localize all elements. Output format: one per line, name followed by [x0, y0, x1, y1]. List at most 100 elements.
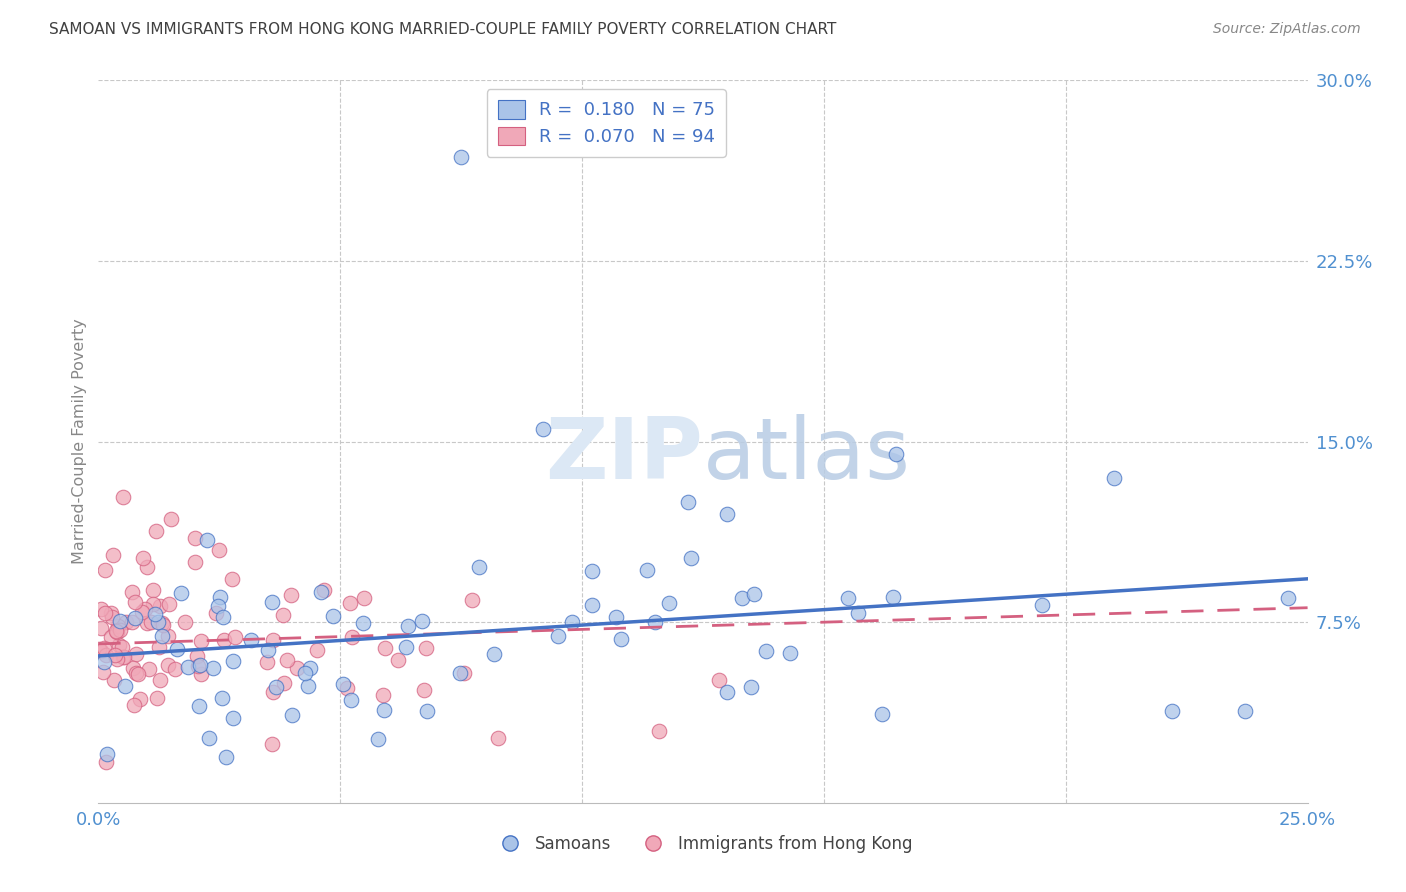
Point: [139, 615, 162, 629]
Point: [112, 649, 135, 664]
Point: [336, 681, 359, 695]
Point: [91, 665, 114, 679]
Point: [742, 587, 765, 601]
Point: [124, 611, 146, 625]
Point: [208, 542, 231, 557]
Point: [257, 643, 280, 657]
Point: [114, 679, 136, 693]
Point: [395, 640, 418, 654]
Point: [273, 675, 295, 690]
Point: [96, 747, 118, 761]
Point: [214, 632, 236, 647]
Point: [157, 657, 180, 672]
Point: [190, 633, 212, 648]
Point: [221, 654, 243, 668]
Point: [285, 661, 308, 675]
Point: [371, 688, 394, 702]
Point: [373, 703, 395, 717]
Point: [90, 621, 112, 635]
Point: [197, 731, 219, 745]
Text: Source: ZipAtlas.com: Source: ZipAtlas.com: [1213, 22, 1361, 37]
Text: SAMOAN VS IMMIGRANTS FROM HONG KONG MARRIED-COUPLE FAMILY POVERTY CORRELATION CH: SAMOAN VS IMMIGRANTS FROM HONG KONG MARR…: [49, 22, 837, 37]
Point: [561, 615, 583, 630]
Point: [886, 446, 908, 460]
Point: [460, 592, 482, 607]
Point: [101, 610, 124, 624]
Point: [415, 704, 437, 718]
Point: [211, 690, 233, 705]
Point: [105, 624, 128, 639]
Point: [1031, 599, 1053, 613]
Point: [135, 616, 157, 631]
Point: [94, 648, 117, 662]
Point: [208, 591, 231, 605]
Point: [846, 606, 869, 620]
Point: [262, 737, 284, 751]
Point: [90, 601, 112, 615]
Point: [124, 594, 146, 608]
Point: [150, 629, 173, 643]
Point: [131, 551, 153, 566]
Point: [207, 599, 229, 614]
Point: [352, 616, 374, 631]
Point: [239, 633, 262, 648]
Point: [221, 710, 243, 724]
Point: [93, 656, 115, 670]
Point: [195, 533, 218, 547]
Point: [186, 649, 208, 664]
Point: [1161, 704, 1184, 718]
Point: [298, 661, 321, 675]
Point: [731, 591, 754, 605]
Point: [264, 681, 287, 695]
Point: [184, 531, 207, 545]
Point: [1102, 470, 1125, 484]
Point: [160, 511, 183, 525]
Point: [294, 666, 316, 681]
Point: [105, 651, 128, 665]
Point: [367, 732, 389, 747]
Point: [332, 676, 354, 690]
Point: [309, 585, 332, 599]
Point: [100, 606, 122, 620]
Point: [215, 749, 238, 764]
Point: [201, 661, 224, 675]
Text: ZIP: ZIP: [546, 415, 703, 498]
Point: [740, 680, 762, 694]
Point: [188, 699, 211, 714]
Point: [262, 685, 284, 699]
Point: [610, 632, 633, 646]
Point: [486, 731, 509, 745]
Point: [531, 422, 554, 436]
Point: [387, 653, 409, 667]
Point: [340, 630, 363, 644]
Point: [107, 638, 129, 652]
Point: [131, 605, 153, 619]
Point: [262, 595, 284, 609]
Point: [837, 591, 859, 605]
Point: [145, 524, 167, 538]
Point: [256, 655, 278, 669]
Point: [211, 609, 233, 624]
Point: [679, 550, 702, 565]
Point: [146, 615, 169, 630]
Point: [716, 507, 738, 521]
Point: [353, 591, 375, 605]
Point: [142, 597, 165, 611]
Point: [107, 619, 129, 633]
Point: [148, 640, 170, 654]
Point: [396, 619, 419, 633]
Point: [121, 585, 143, 599]
Point: [111, 640, 134, 654]
Point: [271, 607, 294, 622]
Point: [104, 648, 127, 663]
Point: [339, 596, 361, 610]
Point: [87, 641, 110, 656]
Point: [125, 648, 148, 662]
Y-axis label: Married-Couple Family Poverty: Married-Couple Family Poverty: [72, 318, 87, 565]
Point: [467, 560, 489, 574]
Point: [305, 642, 328, 657]
Point: [122, 698, 145, 712]
Point: [1233, 704, 1256, 718]
Point: [450, 150, 472, 164]
Point: [453, 666, 475, 681]
